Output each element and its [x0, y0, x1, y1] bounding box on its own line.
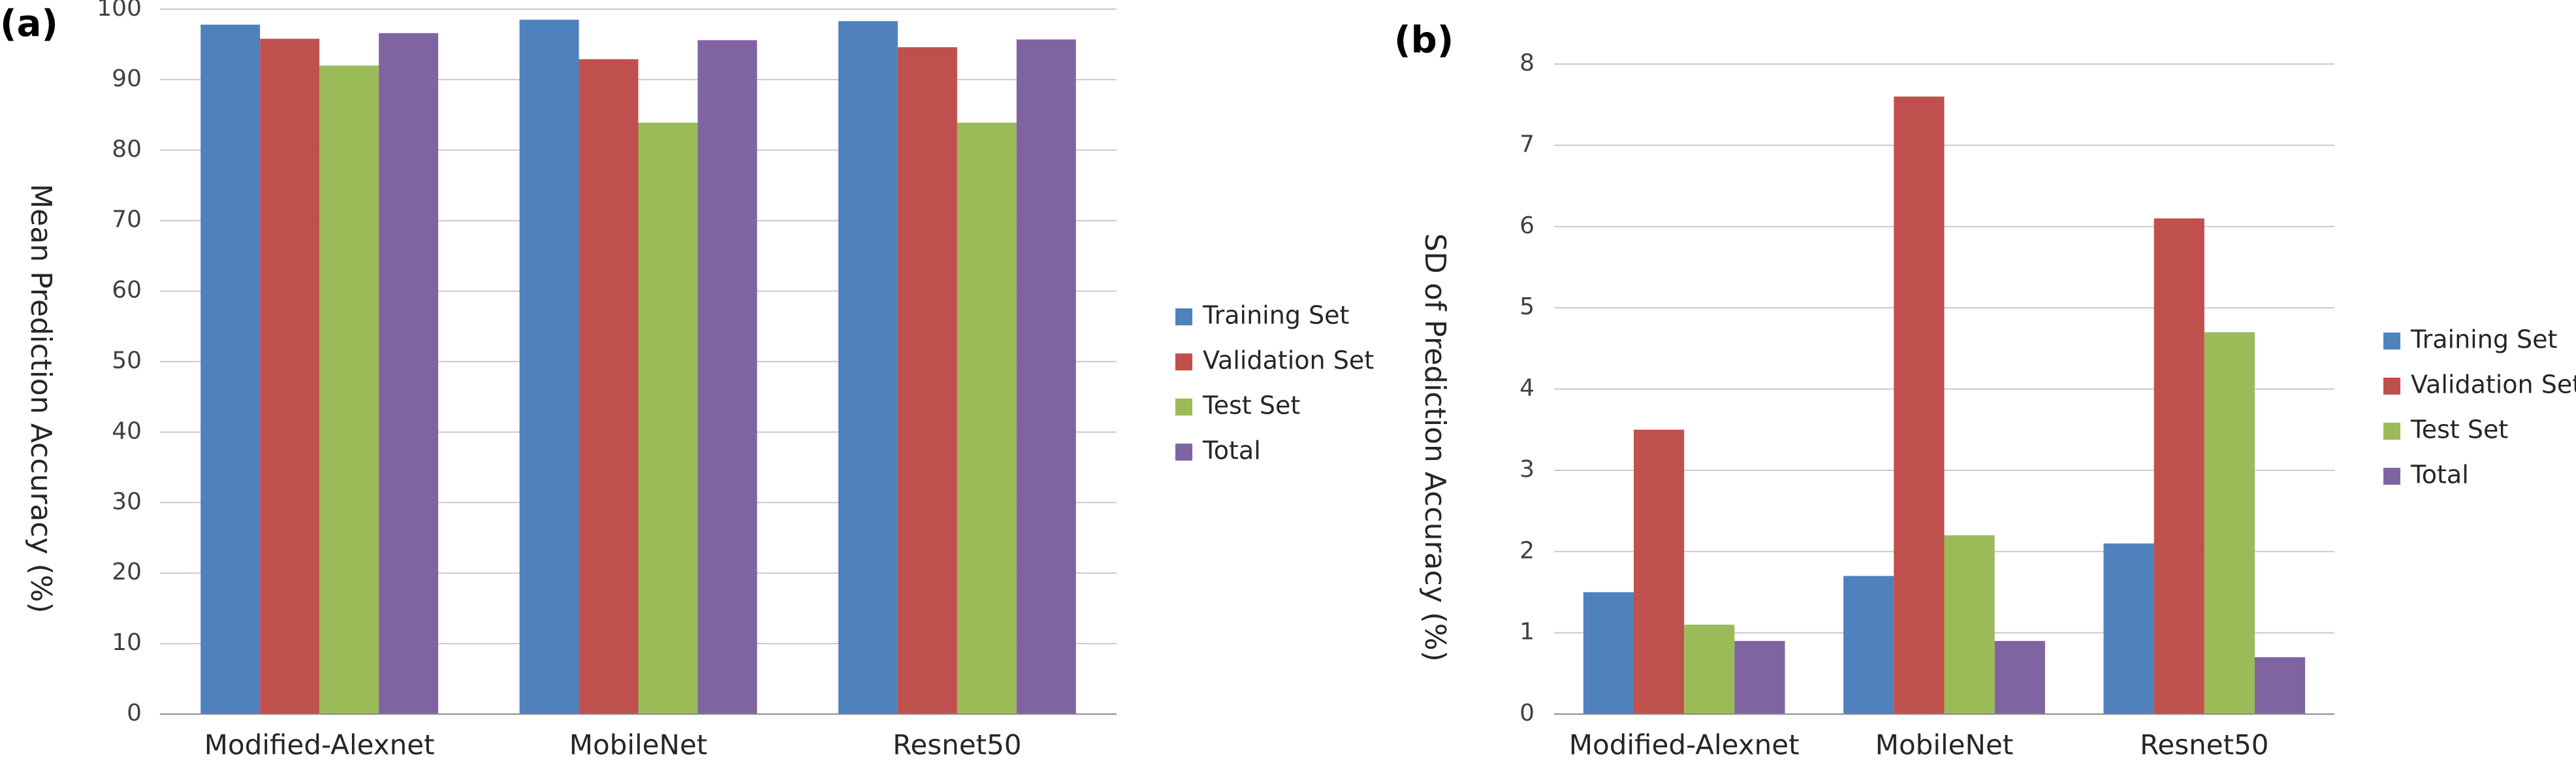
a-y-tick-label: 0: [127, 700, 142, 726]
a-bar-test-set-resnet50: [957, 122, 1017, 714]
a-y-tick-label: 50: [112, 348, 142, 374]
b-y-tick-label: 3: [1519, 456, 1534, 483]
a-bar-total-modified-alexnet: [379, 33, 439, 714]
a-legend-label: Total: [1202, 436, 1261, 465]
b-bar-test-set-modified-alexnet: [1684, 625, 1735, 714]
a-bar-total-resnet50: [1016, 39, 1076, 715]
b-bar-total-mobilenet: [1994, 641, 2045, 714]
b-bar-total-modified-alexnet: [1734, 641, 1785, 714]
a-legend-swatch: [1175, 399, 1192, 416]
a-legend-label: Validation Set: [1203, 346, 1374, 375]
b-bar-test-set-resnet50: [2204, 332, 2255, 714]
b-y-tick-label: 8: [1519, 50, 1534, 76]
a-y-tick-label: 60: [112, 277, 142, 304]
b-legend-swatch: [2383, 423, 2400, 440]
b-bar-validation-set-resnet50: [2154, 218, 2204, 714]
b-category-label: MobileNet: [1875, 729, 2014, 761]
b-bar-validation-set-modified-alexnet: [1633, 429, 1685, 714]
panel-a-y-axis-title: Mean Prediction Accuracy (%): [24, 184, 57, 613]
b-legend-swatch: [2383, 468, 2400, 485]
a-bar-test-set-modified-alexnet: [319, 65, 379, 714]
b-bar-training-set-resnet50: [2103, 543, 2154, 714]
b-y-tick-label: 2: [1519, 537, 1534, 564]
panel-a-y-tick-labels: 0 10 20 30 40 50 60 70 80 90 100: [97, 0, 142, 726]
a-bar-training-set-resnet50: [838, 21, 898, 714]
panel-a-category-labels: Modified-Alexnet MobileNet Resnet50: [204, 729, 1022, 761]
a-legend-swatch: [1175, 353, 1192, 370]
b-bar-training-set-modified-alexnet: [1583, 592, 1634, 714]
b-y-tick-label: 4: [1519, 375, 1534, 402]
a-legend-swatch: [1175, 444, 1192, 461]
a-y-tick-label: 10: [112, 629, 142, 656]
a-bar-training-set-mobilenet: [519, 20, 579, 714]
a-bar-validation-set-modified-alexnet: [260, 39, 320, 715]
panel-b-label: (b): [1394, 19, 1454, 61]
a-category-label: Modified-Alexnet: [204, 729, 435, 761]
panel-a-bars: [200, 20, 1076, 715]
a-y-tick-label: 30: [112, 488, 142, 515]
b-y-tick-label: 1: [1519, 619, 1534, 645]
b-category-label: Modified-Alexnet: [1569, 729, 1800, 761]
a-bar-training-set-modified-alexnet: [200, 24, 261, 714]
b-y-tick-label: 5: [1519, 293, 1534, 320]
b-legend-label: Validation Set: [2411, 370, 2576, 399]
b-legend-label: Test Set: [2410, 416, 2508, 444]
a-y-tick-label: 70: [112, 206, 142, 233]
a-y-tick-label: 80: [112, 136, 142, 163]
panel-b-y-tick-labels: 0 1 2 3 4 5 6 7 8: [1519, 50, 1534, 726]
a-y-tick-label: 90: [112, 65, 142, 92]
a-legend-label: Test Set: [1202, 391, 1300, 420]
a-category-label: MobileNet: [569, 729, 708, 761]
b-legend-label: Training Set: [2410, 325, 2557, 354]
b-y-tick-label: 0: [1519, 700, 1534, 726]
b-legend-swatch: [2383, 378, 2400, 395]
panel-b-y-axis-title: SD of Prediction Accuracy (%): [1418, 233, 1452, 662]
panel-b-chart: (b) SD of Prediction Accuracy (%) 0 1 2 3 4 5…: [1394, 19, 2576, 761]
a-category-label: Resnet50: [893, 729, 1021, 761]
b-y-tick-label: 7: [1519, 131, 1534, 157]
a-bar-validation-set-resnet50: [897, 47, 957, 715]
b-bar-training-set-mobilenet: [1843, 576, 1894, 714]
a-legend-swatch: [1175, 308, 1192, 325]
panel-b-category-labels: Modified-Alexnet MobileNet Resnet50: [1569, 729, 2269, 761]
panel-b-legend: Training Set Validation Set Test Set Total: [2383, 325, 2576, 489]
b-legend-label: Total: [2410, 461, 2469, 489]
panel-b-bars: [1583, 96, 2306, 714]
b-y-tick-label: 6: [1519, 212, 1534, 239]
a-y-tick-label: 20: [112, 559, 142, 585]
a-y-tick-label: 100: [97, 0, 142, 22]
a-y-tick-label: 40: [112, 417, 142, 444]
panel-a-label: (a): [0, 3, 58, 45]
b-bar-test-set-mobilenet: [1944, 535, 1995, 714]
b-category-label: Resnet50: [2140, 729, 2268, 761]
b-legend-swatch: [2383, 333, 2400, 350]
a-bar-test-set-mobilenet: [638, 122, 698, 714]
panel-a-legend: Training Set Validation Set Test Set Total: [1175, 301, 1374, 465]
a-bar-total-mobilenet: [697, 40, 757, 715]
panel-a-chart: (a) Mean Prediction Accuracy (%) 0 10 20 30…: [0, 0, 1374, 761]
b-bar-validation-set-mobilenet: [1894, 96, 1945, 714]
a-legend-label: Training Set: [1202, 301, 1349, 330]
b-bar-total-resnet50: [2255, 657, 2306, 714]
a-bar-validation-set-mobilenet: [579, 59, 639, 714]
